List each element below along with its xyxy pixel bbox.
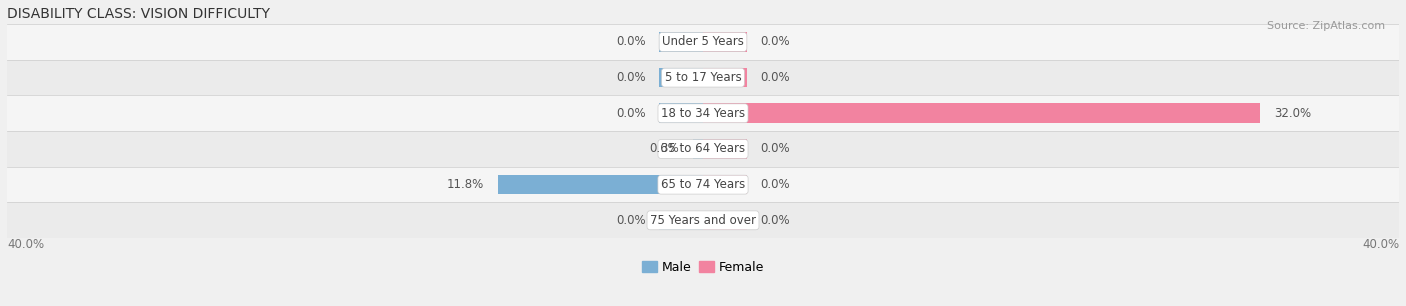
Text: 32.0%: 32.0%: [1274, 107, 1310, 120]
Text: Under 5 Years: Under 5 Years: [662, 35, 744, 48]
Text: 40.0%: 40.0%: [7, 238, 44, 251]
Text: 18 to 34 Years: 18 to 34 Years: [661, 107, 745, 120]
Bar: [659, 211, 703, 230]
Text: 35 to 64 Years: 35 to 64 Years: [661, 143, 745, 155]
Bar: [703, 175, 747, 194]
Bar: [659, 103, 703, 123]
Bar: [498, 175, 703, 194]
Bar: [703, 139, 747, 159]
Bar: [7, 203, 1399, 238]
Bar: [7, 24, 1399, 60]
Text: 40.0%: 40.0%: [1362, 238, 1399, 251]
Text: 0.0%: 0.0%: [616, 71, 645, 84]
Bar: [703, 211, 747, 230]
Text: 0.0%: 0.0%: [616, 214, 645, 227]
Bar: [659, 68, 703, 88]
Text: Source: ZipAtlas.com: Source: ZipAtlas.com: [1267, 21, 1385, 32]
Bar: [7, 95, 1399, 131]
Bar: [7, 167, 1399, 203]
Text: 11.8%: 11.8%: [447, 178, 484, 191]
Bar: [659, 32, 703, 52]
Text: 0.0%: 0.0%: [616, 35, 645, 48]
Text: 0.0%: 0.0%: [761, 143, 790, 155]
Legend: Male, Female: Male, Female: [637, 256, 769, 279]
Text: DISABILITY CLASS: VISION DIFFICULTY: DISABILITY CLASS: VISION DIFFICULTY: [7, 7, 270, 21]
Text: 0.0%: 0.0%: [761, 214, 790, 227]
Text: 75 Years and over: 75 Years and over: [650, 214, 756, 227]
Bar: [7, 60, 1399, 95]
Bar: [703, 68, 747, 88]
Text: 0.0%: 0.0%: [761, 178, 790, 191]
Bar: [7, 131, 1399, 167]
Text: 0.0%: 0.0%: [616, 107, 645, 120]
Text: 5 to 17 Years: 5 to 17 Years: [665, 71, 741, 84]
Text: 0.6%: 0.6%: [650, 143, 679, 155]
Bar: [693, 139, 703, 159]
Text: 0.0%: 0.0%: [761, 35, 790, 48]
Bar: [703, 103, 1260, 123]
Bar: [703, 32, 747, 52]
Text: 65 to 74 Years: 65 to 74 Years: [661, 178, 745, 191]
Text: 0.0%: 0.0%: [761, 71, 790, 84]
